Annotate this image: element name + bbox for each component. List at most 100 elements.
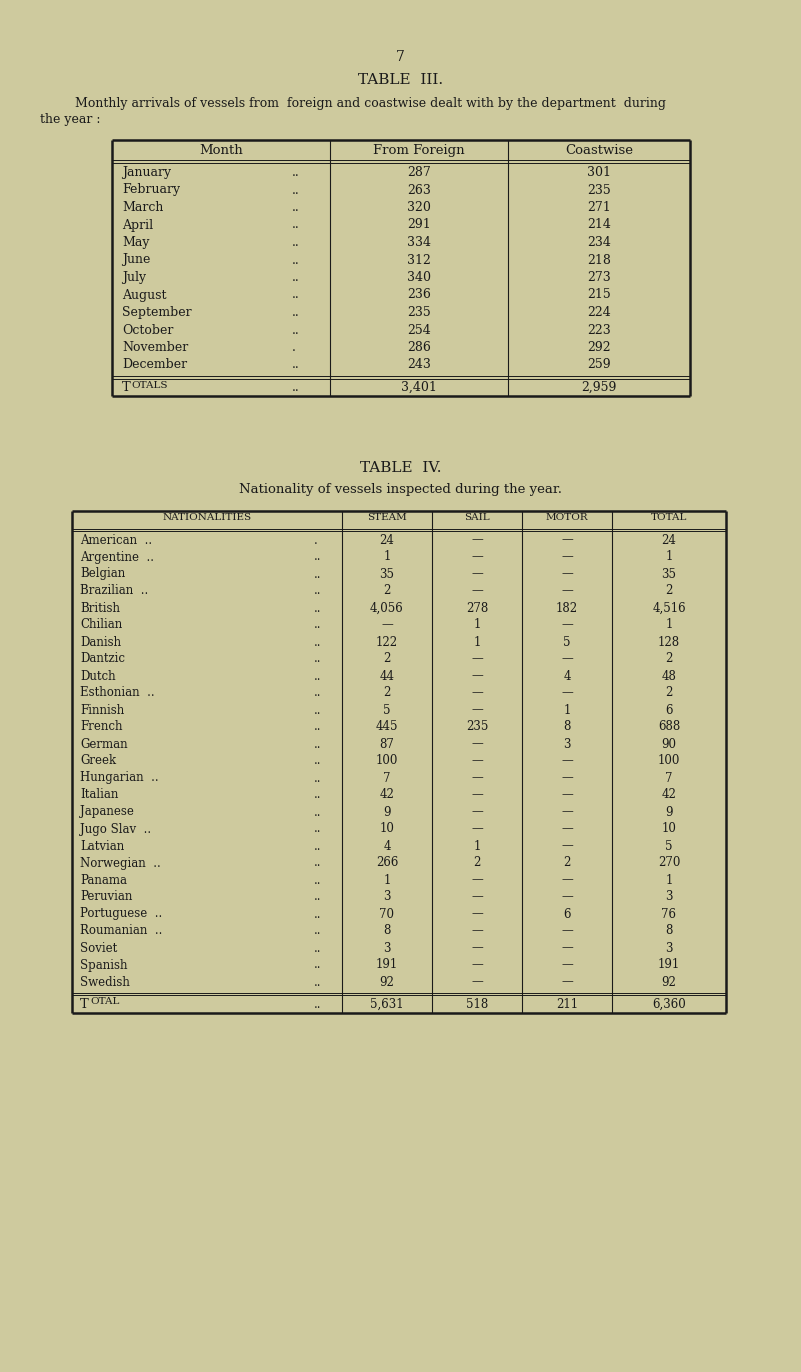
Text: 35: 35 — [380, 568, 395, 580]
Text: Greek: Greek — [80, 755, 116, 767]
Text: Argentine  ..: Argentine .. — [80, 550, 154, 564]
Text: 4: 4 — [563, 670, 571, 682]
Text: 266: 266 — [376, 856, 398, 870]
Text: 1: 1 — [666, 874, 673, 886]
Text: 3: 3 — [383, 941, 391, 955]
Text: Chilian: Chilian — [80, 619, 123, 631]
Text: 9: 9 — [666, 805, 673, 819]
Text: ..: .. — [314, 738, 321, 750]
Text: French: French — [80, 720, 123, 734]
Text: —: — — [471, 653, 483, 665]
Text: ..: .. — [292, 202, 300, 214]
Text: October: October — [122, 324, 173, 336]
Text: —: — — [471, 686, 483, 700]
Text: 312: 312 — [407, 254, 431, 266]
Text: 334: 334 — [407, 236, 431, 248]
Text: —: — — [471, 568, 483, 580]
Text: ..: .. — [314, 771, 321, 785]
Text: ..: .. — [314, 653, 321, 665]
Text: ..: .. — [292, 254, 300, 266]
Text: —: — — [562, 822, 573, 836]
Text: 5,631: 5,631 — [370, 997, 404, 1011]
Text: Nationality of vessels inspected during the year.: Nationality of vessels inspected during … — [239, 483, 562, 495]
Text: —: — — [471, 941, 483, 955]
Text: September: September — [122, 306, 191, 320]
Text: Italian: Italian — [80, 789, 119, 801]
Text: 1: 1 — [666, 550, 673, 564]
Text: —: — — [471, 805, 483, 819]
Text: 234: 234 — [587, 236, 611, 248]
Text: Spanish: Spanish — [80, 959, 127, 971]
Text: —: — — [471, 584, 483, 597]
Text: ..: .. — [292, 272, 300, 284]
Text: —: — — [471, 874, 483, 886]
Text: 291: 291 — [407, 218, 431, 232]
Text: ..: .. — [292, 381, 300, 394]
Text: 1: 1 — [473, 840, 481, 852]
Text: —: — — [562, 619, 573, 631]
Text: —: — — [471, 959, 483, 971]
Text: 218: 218 — [587, 254, 611, 266]
Text: 1: 1 — [666, 619, 673, 631]
Text: ..: .. — [314, 601, 321, 615]
Text: 286: 286 — [407, 342, 431, 354]
Text: TABLE  III.: TABLE III. — [358, 73, 443, 86]
Text: 278: 278 — [466, 601, 488, 615]
Text: 8: 8 — [384, 925, 391, 937]
Text: —: — — [562, 890, 573, 904]
Text: —: — — [471, 738, 483, 750]
Text: 3: 3 — [666, 890, 673, 904]
Text: 2: 2 — [563, 856, 570, 870]
Text: 6,360: 6,360 — [652, 997, 686, 1011]
Text: ..: .. — [314, 670, 321, 682]
Text: ..: .. — [292, 358, 300, 372]
Text: 211: 211 — [556, 997, 578, 1011]
Text: ..: .. — [314, 720, 321, 734]
Text: ..: .. — [314, 925, 321, 937]
Text: OTAL: OTAL — [90, 997, 119, 1007]
Text: 5: 5 — [383, 704, 391, 716]
Text: Swedish: Swedish — [80, 975, 130, 988]
Text: TOTAL: TOTAL — [650, 513, 687, 523]
Text: —: — — [471, 975, 483, 988]
Text: 87: 87 — [380, 738, 394, 750]
Text: 4: 4 — [383, 840, 391, 852]
Text: 90: 90 — [662, 738, 677, 750]
Text: 42: 42 — [662, 789, 676, 801]
Text: 1: 1 — [384, 550, 391, 564]
Text: February: February — [122, 184, 180, 196]
Text: 42: 42 — [380, 789, 394, 801]
Text: 688: 688 — [658, 720, 680, 734]
Text: 9: 9 — [383, 805, 391, 819]
Text: STEAM: STEAM — [367, 513, 407, 523]
Text: ..: .. — [314, 874, 321, 886]
Text: 6: 6 — [666, 704, 673, 716]
Text: 5: 5 — [563, 635, 571, 649]
Text: 1: 1 — [384, 874, 391, 886]
Text: TABLE  IV.: TABLE IV. — [360, 461, 441, 475]
Text: 254: 254 — [407, 324, 431, 336]
Text: January: January — [122, 166, 171, 178]
Text: Monthly arrivals of vessels from  foreign and coastwise dealt with by the depart: Monthly arrivals of vessels from foreign… — [75, 97, 666, 110]
Text: 263: 263 — [407, 184, 431, 196]
Text: —: — — [562, 941, 573, 955]
Text: 2: 2 — [384, 584, 391, 597]
Text: British: British — [80, 601, 120, 615]
Text: ..: .. — [292, 324, 300, 336]
Text: —: — — [562, 534, 573, 546]
Text: Dantzic: Dantzic — [80, 653, 125, 665]
Text: ..: .. — [314, 890, 321, 904]
Text: ..: .. — [314, 840, 321, 852]
Text: —: — — [562, 975, 573, 988]
Text: —: — — [562, 584, 573, 597]
Text: —: — — [471, 925, 483, 937]
Text: 518: 518 — [466, 997, 488, 1011]
Text: 35: 35 — [662, 568, 677, 580]
Text: ..: .. — [292, 218, 300, 232]
Text: Belgian: Belgian — [80, 568, 125, 580]
Text: 259: 259 — [587, 358, 611, 372]
Text: ..: .. — [314, 704, 321, 716]
Text: 1: 1 — [563, 704, 570, 716]
Text: ..: .. — [292, 306, 300, 320]
Text: —: — — [562, 925, 573, 937]
